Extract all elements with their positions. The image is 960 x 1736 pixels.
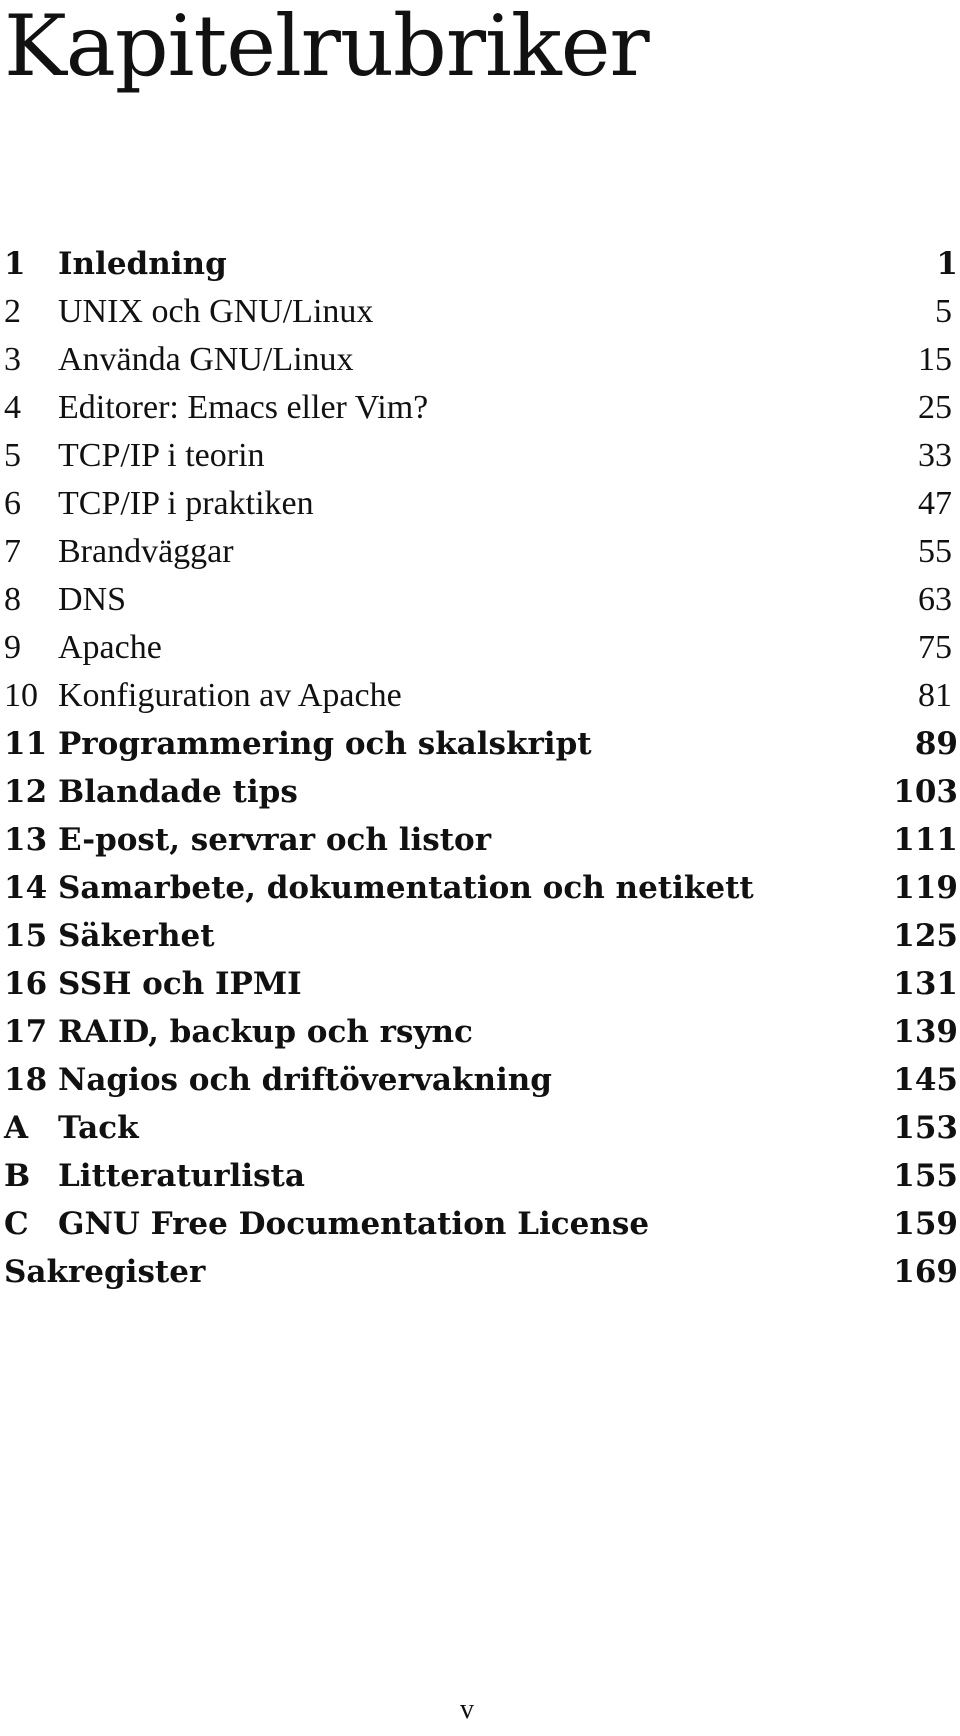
page-number: v xyxy=(460,1694,474,1725)
chapter-title[interactable]: SSH och IPMI xyxy=(58,966,302,1002)
chapter-title[interactable]: TCP/IP i praktiken xyxy=(58,485,314,522)
chapter-title[interactable]: Apache xyxy=(58,629,162,666)
page-reference: 169 xyxy=(893,1254,958,1290)
chapter-title[interactable]: Samarbete, dokumentation och netikett xyxy=(58,870,754,906)
chapter-number: C xyxy=(4,1206,29,1242)
chapter-number: 11 xyxy=(4,726,48,762)
index-title[interactable]: Sakregister xyxy=(4,1254,206,1290)
toc-entry[interactable]: 7 Brandväggar 55 xyxy=(4,528,958,576)
page-reference: 15 xyxy=(918,341,952,378)
chapter-number: 15 xyxy=(4,918,48,954)
page-reference: 47 xyxy=(918,485,952,522)
chapter-number: 10 xyxy=(4,677,38,714)
toc-entry[interactable]: 15 Säkerhet 125 xyxy=(4,912,958,960)
toc-entry[interactable]: 9 Apache 75 xyxy=(4,624,958,672)
toc-entry[interactable]: C GNU Free Documentation License 159 xyxy=(4,1200,958,1248)
page-title: Kapitelrubriker xyxy=(4,0,650,95)
chapter-title[interactable]: RAID, backup och rsync xyxy=(58,1014,473,1050)
toc-entry[interactable]: A Tack 153 xyxy=(4,1104,958,1152)
toc-entry[interactable]: 12 Blandade tips 103 xyxy=(4,768,958,816)
chapter-number: 18 xyxy=(4,1062,48,1098)
toc-entry[interactable]: Sakregister 169 xyxy=(4,1248,958,1296)
page-reference: 103 xyxy=(893,774,958,810)
chapter-number: 4 xyxy=(4,389,21,426)
page-reference: 1 xyxy=(936,246,958,282)
toc-entry[interactable]: 5 TCP/IP i teorin 33 xyxy=(4,432,958,480)
chapter-number: A xyxy=(4,1110,29,1146)
chapter-title[interactable]: Brandväggar xyxy=(58,533,234,570)
page-reference: 55 xyxy=(918,533,952,570)
chapter-title[interactable]: TCP/IP i teorin xyxy=(58,437,265,474)
chapter-title[interactable]: E-post, servrar och listor xyxy=(58,822,492,858)
page-reference: 119 xyxy=(893,870,958,906)
toc-entry[interactable]: 14 Samarbete, dokumentation och netikett 1… xyxy=(4,864,958,912)
page-reference: 111 xyxy=(893,822,958,858)
chapter-title[interactable]: DNS xyxy=(58,581,127,618)
toc-entry[interactable]: 8 DNS 63 xyxy=(4,576,958,624)
chapter-number: 2 xyxy=(4,293,21,330)
chapter-number: 17 xyxy=(4,1014,48,1050)
page-reference: 75 xyxy=(918,629,952,666)
page-reference: 153 xyxy=(893,1110,958,1146)
toc-entry[interactable]: 4 Editorer: Emacs eller Vim? 25 xyxy=(4,384,958,432)
chapter-number: 13 xyxy=(4,822,48,858)
chapter-number: 8 xyxy=(4,581,21,618)
chapter-number: 5 xyxy=(4,437,21,474)
page-reference: 125 xyxy=(893,918,958,954)
page-reference: 139 xyxy=(893,1014,958,1050)
toc-entry[interactable]: B Litteraturlista 155 xyxy=(4,1152,958,1200)
page-reference: 33 xyxy=(918,437,952,474)
chapter-number: 1 xyxy=(4,246,26,282)
chapter-number: 6 xyxy=(4,485,21,522)
toc-entry[interactable]: 1 Inledning 1 xyxy=(4,240,958,288)
toc-entry[interactable]: 10 Konfiguration av Apache 81 xyxy=(4,672,958,720)
toc-entry[interactable]: 2 UNIX och GNU/Linux 5 xyxy=(4,288,958,336)
page-reference: 25 xyxy=(918,389,952,426)
page-reference: 145 xyxy=(893,1062,958,1098)
chapter-title[interactable]: Programmering och skalskript xyxy=(58,726,592,762)
toc-entry[interactable]: 18 Nagios och driftövervakning 145 xyxy=(4,1056,958,1104)
page-reference: 89 xyxy=(914,726,958,762)
chapter-number: 3 xyxy=(4,341,21,378)
page-reference: 155 xyxy=(893,1158,958,1194)
chapter-title[interactable]: UNIX och GNU/Linux xyxy=(58,293,374,330)
chapter-title[interactable]: Editorer: Emacs eller Vim? xyxy=(58,389,429,426)
toc-entry[interactable]: 11 Programmering och skalskript 89 xyxy=(4,720,958,768)
chapter-title[interactable]: Nagios och driftövervakning xyxy=(58,1062,552,1098)
page-reference: 159 xyxy=(893,1206,958,1242)
chapter-title[interactable]: Blandade tips xyxy=(58,774,298,810)
page-reference: 81 xyxy=(918,677,952,714)
chapter-title[interactable]: Säkerhet xyxy=(58,918,215,954)
chapter-title[interactable]: Konfiguration av Apache xyxy=(58,677,402,714)
chapter-title[interactable]: Inledning xyxy=(58,246,227,282)
toc-entry[interactable]: 16 SSH och IPMI 131 xyxy=(4,960,958,1008)
page-reference: 131 xyxy=(893,966,958,1002)
chapter-number: 7 xyxy=(4,533,21,570)
toc-entry[interactable]: 6 TCP/IP i praktiken 47 xyxy=(4,480,958,528)
toc-entry[interactable]: 17 RAID, backup och rsync 139 xyxy=(4,1008,958,1056)
chapter-title[interactable]: Tack xyxy=(58,1110,139,1146)
chapter-title[interactable]: Litteraturlista xyxy=(58,1158,305,1194)
toc-entry[interactable]: 13 E-post, servrar och listor 111 xyxy=(4,816,958,864)
chapter-number: 14 xyxy=(4,870,48,906)
page-reference: 5 xyxy=(935,293,952,330)
chapter-number: B xyxy=(4,1158,31,1194)
toc-entry[interactable]: 3 Använda GNU/Linux 15 xyxy=(4,336,958,384)
table-of-contents: 1 Inledning 1 2 UNIX och GNU/Linux 5 3 Använd… xyxy=(4,240,958,1296)
chapter-title[interactable]: GNU Free Documentation License xyxy=(58,1206,650,1242)
chapter-number: 12 xyxy=(4,774,48,810)
chapter-number: 16 xyxy=(4,966,48,1002)
chapter-number: 9 xyxy=(4,629,21,666)
page-reference: 63 xyxy=(918,581,952,618)
chapter-title[interactable]: Använda GNU/Linux xyxy=(58,341,354,378)
